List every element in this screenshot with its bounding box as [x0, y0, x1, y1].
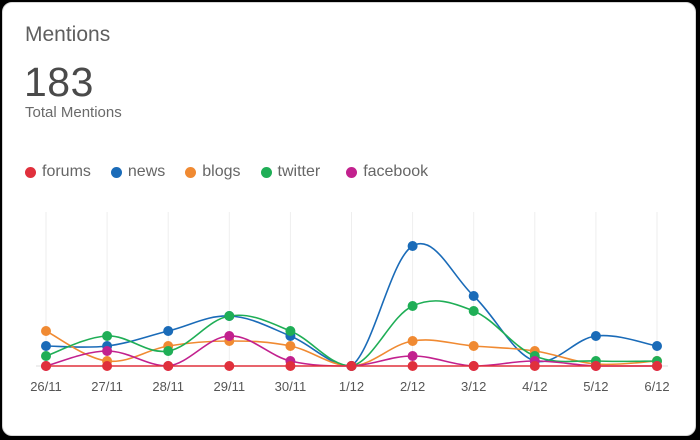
data-point-news[interactable]: [652, 341, 662, 351]
legend-item-blogs[interactable]: blogs: [185, 163, 241, 181]
data-point-forums[interactable]: [163, 361, 174, 371]
data-point-facebook[interactable]: [407, 351, 418, 361]
x-tick-label: 27/11: [91, 379, 123, 394]
data-point-forums[interactable]: [529, 361, 540, 371]
data-point-forums[interactable]: [407, 361, 418, 371]
legend-label-twitter: twitter: [277, 163, 321, 180]
data-point-twitter[interactable]: [285, 326, 296, 336]
legend-item-facebook[interactable]: facebook: [346, 163, 428, 181]
legend-dot-news: [110, 166, 122, 178]
legend-item-forums[interactable]: forums: [25, 163, 91, 181]
legend-label-blogs: blogs: [202, 163, 241, 180]
card-title: Mentions: [25, 23, 111, 46]
data-point-forums[interactable]: [590, 361, 601, 371]
data-point-blogs[interactable]: [285, 341, 296, 351]
total-mentions-label: Total Mentions: [25, 104, 122, 121]
legend-dot-blogs: [185, 166, 197, 178]
data-point-forums[interactable]: [102, 361, 113, 371]
legend-label-facebook: facebook: [363, 163, 429, 180]
data-point-forums[interactable]: [652, 361, 662, 371]
x-tick-label: 5/12: [583, 379, 608, 394]
legend-item-twitter[interactable]: twitter: [260, 163, 321, 181]
legend-label-forums: forums: [42, 163, 91, 180]
data-point-forums[interactable]: [468, 361, 479, 371]
legend-dot-forums: [25, 166, 36, 178]
data-point-blogs[interactable]: [41, 326, 51, 336]
data-point-news[interactable]: [590, 331, 601, 341]
data-point-twitter[interactable]: [224, 311, 235, 321]
data-point-twitter[interactable]: [163, 346, 174, 356]
total-mentions-value: 183: [24, 59, 94, 105]
data-point-forums[interactable]: [346, 361, 357, 371]
x-tick-label: 6/12: [644, 379, 669, 394]
data-point-news[interactable]: [468, 291, 479, 301]
x-tick-label: 26/11: [30, 379, 62, 394]
legend-dot-facebook: [346, 166, 358, 178]
legend-label-news: news: [127, 163, 166, 180]
data-point-facebook[interactable]: [102, 346, 113, 356]
x-tick-label: 1/12: [339, 379, 364, 394]
chart-legend: forums news blogs twitter facebook: [25, 163, 448, 181]
data-point-news[interactable]: [407, 241, 418, 251]
x-tick-label: 28/11: [152, 379, 184, 394]
data-point-twitter[interactable]: [41, 351, 51, 361]
data-point-forums[interactable]: [41, 361, 51, 371]
data-point-news[interactable]: [163, 326, 174, 336]
data-point-news[interactable]: [41, 341, 51, 351]
x-tick-label: 29/11: [214, 379, 246, 394]
data-point-blogs[interactable]: [468, 341, 479, 351]
data-point-blogs[interactable]: [407, 336, 418, 346]
x-tick-label: 30/11: [275, 379, 307, 394]
legend-dot-twitter: [260, 166, 272, 178]
legend-item-news[interactable]: news: [110, 163, 166, 181]
x-tick-label: 3/12: [461, 379, 486, 394]
data-point-twitter[interactable]: [407, 301, 418, 311]
data-point-twitter[interactable]: [102, 331, 113, 341]
data-point-twitter[interactable]: [468, 306, 479, 316]
x-tick-label: 4/12: [522, 379, 547, 394]
data-point-facebook[interactable]: [224, 331, 235, 341]
x-tick-label: 2/12: [400, 379, 425, 394]
data-point-forums[interactable]: [224, 361, 235, 371]
data-point-forums[interactable]: [285, 361, 296, 371]
